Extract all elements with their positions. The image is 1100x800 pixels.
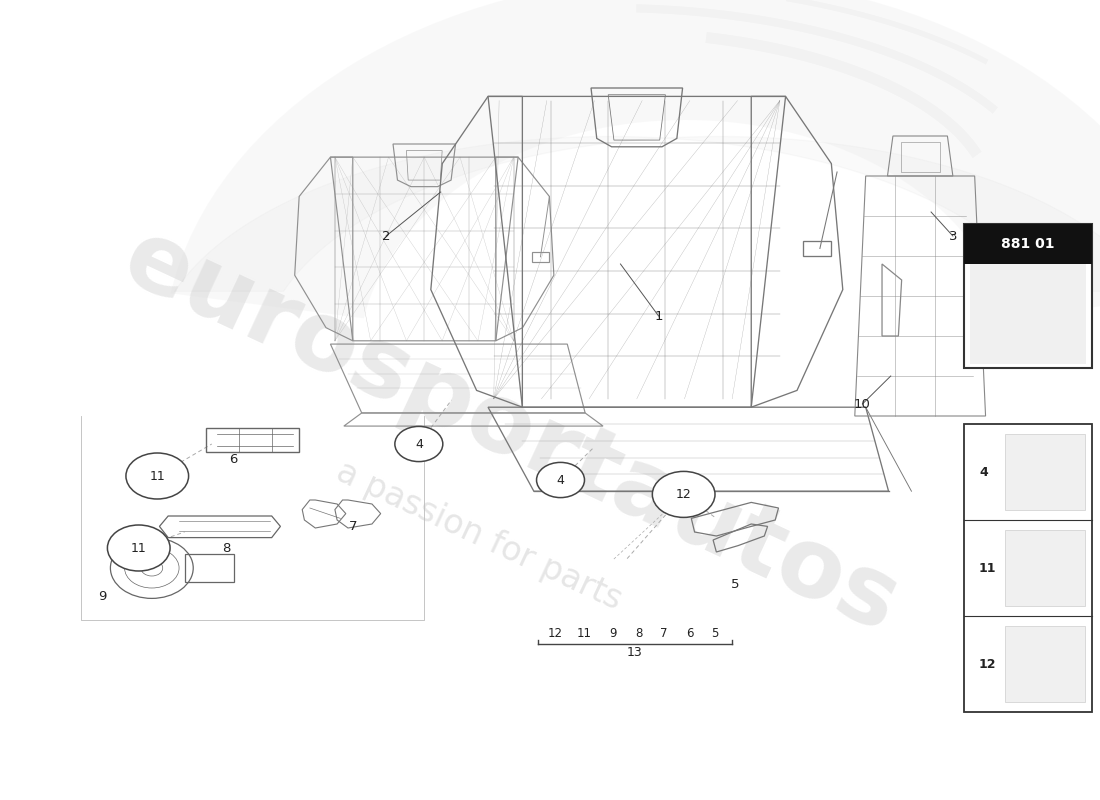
Bar: [531, 252, 549, 262]
Bar: [964, 224, 1092, 368]
Bar: [964, 224, 1092, 264]
Circle shape: [537, 462, 584, 498]
Text: 2: 2: [382, 230, 390, 242]
Text: 881 01: 881 01: [1001, 237, 1055, 251]
Circle shape: [395, 426, 443, 462]
Text: 5: 5: [730, 578, 739, 590]
Text: 13: 13: [627, 646, 642, 658]
Bar: [803, 241, 832, 256]
Text: 7: 7: [660, 627, 668, 640]
Text: 1: 1: [654, 310, 663, 322]
Text: 12: 12: [675, 488, 692, 501]
Text: 6: 6: [230, 454, 238, 466]
Circle shape: [652, 471, 715, 518]
Text: 11: 11: [131, 542, 146, 554]
Text: 12: 12: [979, 658, 997, 670]
Circle shape: [108, 525, 170, 571]
Bar: [964, 424, 1092, 712]
Bar: [970, 264, 1086, 364]
Text: 9: 9: [99, 590, 107, 602]
Text: 4: 4: [415, 438, 422, 450]
Text: 6: 6: [686, 627, 694, 640]
Text: 12: 12: [548, 627, 562, 640]
Text: 8: 8: [636, 627, 642, 640]
Text: 11: 11: [578, 627, 592, 640]
Text: 3: 3: [948, 230, 957, 242]
Text: 5: 5: [712, 627, 719, 640]
Text: eurosportautos: eurosportautos: [109, 211, 914, 653]
Bar: [1005, 434, 1085, 510]
Text: 4: 4: [557, 474, 564, 486]
Text: 8: 8: [222, 542, 230, 554]
Wedge shape: [170, 0, 1100, 318]
Bar: [1005, 626, 1085, 702]
Text: 10: 10: [854, 398, 871, 410]
Text: a passion for parts: a passion for parts: [331, 455, 627, 617]
Text: 9: 9: [609, 627, 617, 640]
Text: 11: 11: [979, 562, 997, 574]
Text: 4: 4: [979, 466, 988, 478]
Bar: [901, 142, 939, 172]
Text: 11: 11: [150, 470, 165, 482]
Circle shape: [125, 453, 188, 499]
Bar: [1005, 530, 1085, 606]
Text: 7: 7: [349, 520, 358, 533]
